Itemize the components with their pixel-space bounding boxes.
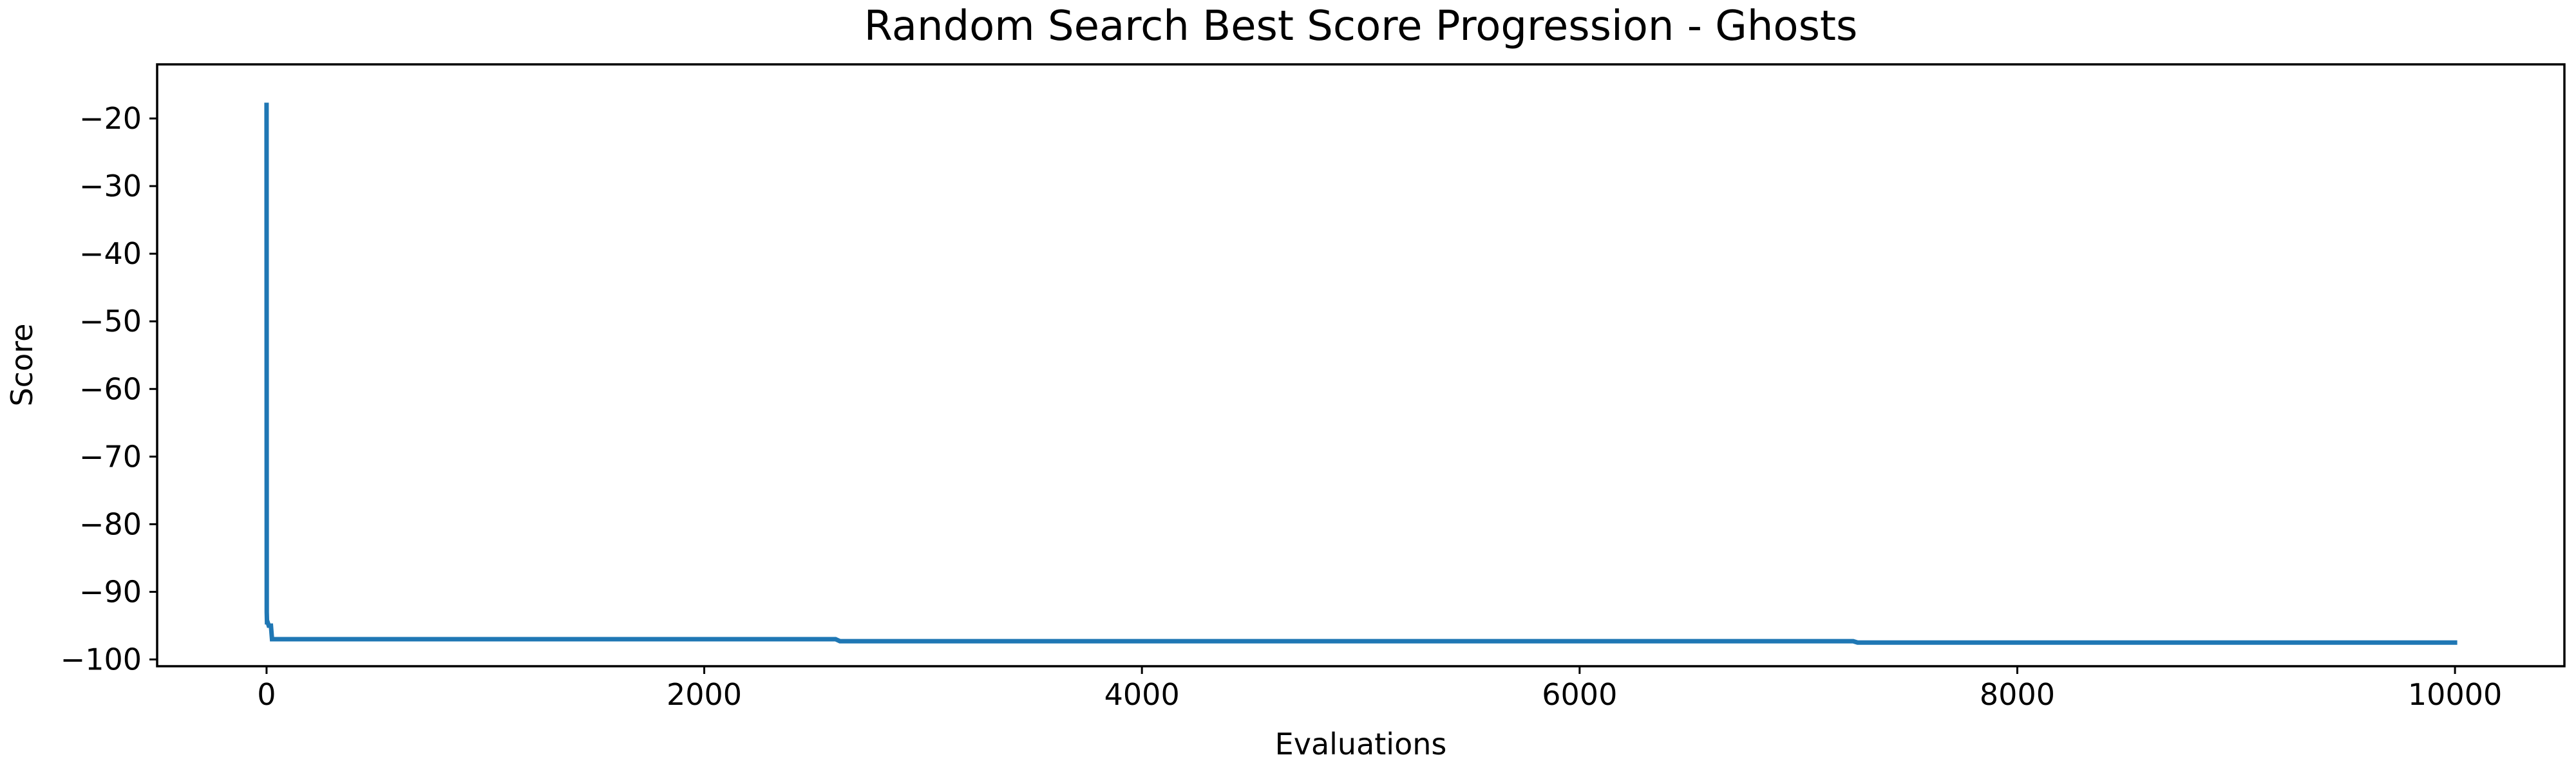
y-axis-label: Score xyxy=(5,324,39,407)
plot-frame xyxy=(156,63,2566,668)
y-tick-label: −40 xyxy=(79,236,142,271)
y-tick-label: −80 xyxy=(79,507,142,541)
series-line xyxy=(264,102,2458,645)
y-tick-label: −30 xyxy=(79,169,142,203)
x-tick-label: 6000 xyxy=(1542,677,1617,712)
x-tick-label: 4000 xyxy=(1104,677,1180,712)
y-tick-label: −90 xyxy=(79,574,142,609)
y-tick-label: −100 xyxy=(61,642,142,677)
x-tick-label: 10000 xyxy=(2408,677,2502,712)
y-tick-label: −70 xyxy=(79,439,142,474)
plot-layer xyxy=(264,102,2458,645)
x-axis-label: Evaluations xyxy=(1275,727,1447,761)
x-tick-label: 0 xyxy=(257,677,276,712)
y-tick-label: −20 xyxy=(79,101,142,136)
x-tick-label: 2000 xyxy=(667,677,742,712)
axes-layer: 0 2000 4000 6000 8000 10000 −20 −30 −40 −50 −60 −70… xyxy=(61,63,2566,712)
y-tick-label: −60 xyxy=(79,371,142,406)
y-tick-label: −50 xyxy=(79,304,142,339)
x-tick-label: 8000 xyxy=(1980,677,2055,712)
chart-title: Random Search Best Score Progression - G… xyxy=(864,3,1858,50)
